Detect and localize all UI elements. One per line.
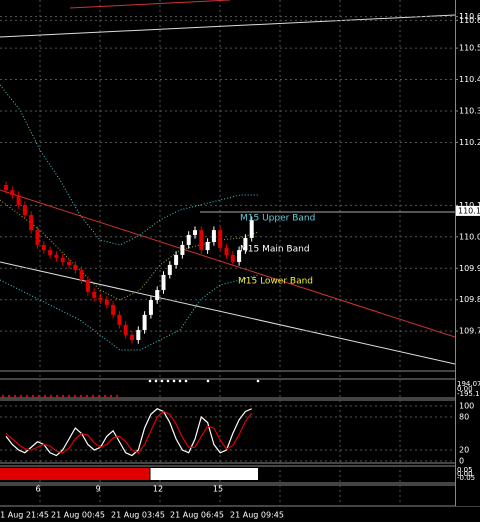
y-tick-label: 20 (459, 446, 469, 455)
candle-body (104, 300, 109, 305)
band-label: M15 Upper Band (240, 214, 315, 224)
axes: 110.61110.6110.5110.4110.3110.2110.1110.… (455, 12, 480, 482)
y-tick-label: 110.2 (459, 138, 480, 147)
y-tick-label: 110.61 (459, 12, 480, 21)
vertical-grid (39, 0, 401, 506)
candle-body (243, 237, 248, 251)
current-price-box (456, 205, 480, 216)
cci-label: 194.07 (457, 380, 480, 388)
time-label: 21 Aug 21:45 (0, 511, 49, 520)
candle-body (167, 264, 172, 275)
candle-body (79, 270, 84, 281)
signal-dots (148, 379, 260, 383)
candle-body (73, 264, 78, 271)
x-label: 9 (95, 485, 100, 494)
candle-body (130, 334, 134, 341)
y-tick-label: 109.9 (459, 264, 480, 273)
current-price-label: 110.1 (458, 206, 480, 215)
candle-body (85, 280, 90, 292)
candle-body (230, 254, 235, 262)
candle-body (237, 250, 242, 262)
macd-label: 0.05 (457, 466, 473, 474)
candle-body (29, 214, 34, 231)
y-tick-label: 110.6 (459, 16, 480, 25)
candle-body (186, 234, 191, 245)
x-label: 6 (35, 485, 40, 494)
y-tick-label: 110.3 (459, 107, 480, 116)
candle-body (111, 304, 116, 315)
x-label: 12 (153, 485, 163, 494)
y-tick-label: 109.7 (459, 327, 480, 336)
candle-body (60, 257, 65, 262)
candle-body (136, 330, 141, 341)
candle-body (205, 241, 210, 251)
candle-body (193, 230, 197, 235)
time-label: 21 Aug 03:45 (111, 511, 165, 520)
stochastic (0, 405, 455, 462)
candle-body (161, 274, 166, 291)
candle-body (22, 204, 27, 215)
candle-body (199, 230, 204, 251)
candle-body (92, 291, 97, 298)
y-tick-label: 109.8 (459, 295, 480, 304)
candle-body (54, 254, 59, 258)
candle-body (10, 190, 15, 195)
time-label: 21 Aug 09:45 (230, 511, 284, 520)
y-tick-label: 0 (459, 457, 464, 466)
candle-body (117, 314, 122, 325)
band-label: M15 Main Band (240, 245, 310, 255)
band-label: M15 Lower Band (238, 277, 313, 287)
x-label: 15 (213, 485, 223, 494)
layout (0, 0, 480, 507)
cci-label: 0.00 (457, 385, 473, 393)
trend-lines (0, 0, 456, 365)
y-tick-label: 110.1 (459, 201, 480, 210)
signal-dots-red (1, 394, 119, 398)
candle-body (211, 230, 216, 242)
macd-label: 0.00 (457, 470, 473, 478)
candle-body (218, 230, 223, 248)
candle-body (148, 300, 153, 315)
candle-body (35, 230, 40, 245)
candle-body (249, 220, 254, 238)
stoch-line (5, 408, 252, 457)
time-label: 21 Aug 00:45 (51, 511, 105, 520)
candle-body (67, 261, 71, 265)
candle-body (142, 314, 147, 331)
y-tick-label: 110.4 (459, 75, 480, 84)
candle-body (48, 250, 53, 255)
y-tick-label: 80 (459, 413, 469, 422)
candle-body (16, 194, 21, 205)
candle-body (224, 247, 229, 255)
time-label: 21 Aug 06:45 (170, 511, 224, 520)
candle-body (174, 254, 179, 265)
macd-label: -0.05 (457, 474, 475, 482)
candle-body (180, 244, 185, 255)
y-tick-label: 110.0 (459, 232, 480, 241)
axis-background (456, 0, 480, 506)
y-tick-label: 110.5 (459, 44, 480, 53)
cci-label: -195.1 (457, 390, 480, 398)
candle-body (4, 185, 8, 191)
candle-body (41, 244, 46, 251)
histogram-strip (0, 468, 258, 480)
main-chart: M15 Upper Band M15 Main Band M15 Lower Ban… (0, 16, 455, 344)
y-tick-label: 100 (459, 402, 474, 411)
candle-body (123, 324, 128, 335)
stoch-line (5, 410, 253, 454)
candle-body (98, 297, 103, 301)
candle-body (155, 290, 160, 301)
